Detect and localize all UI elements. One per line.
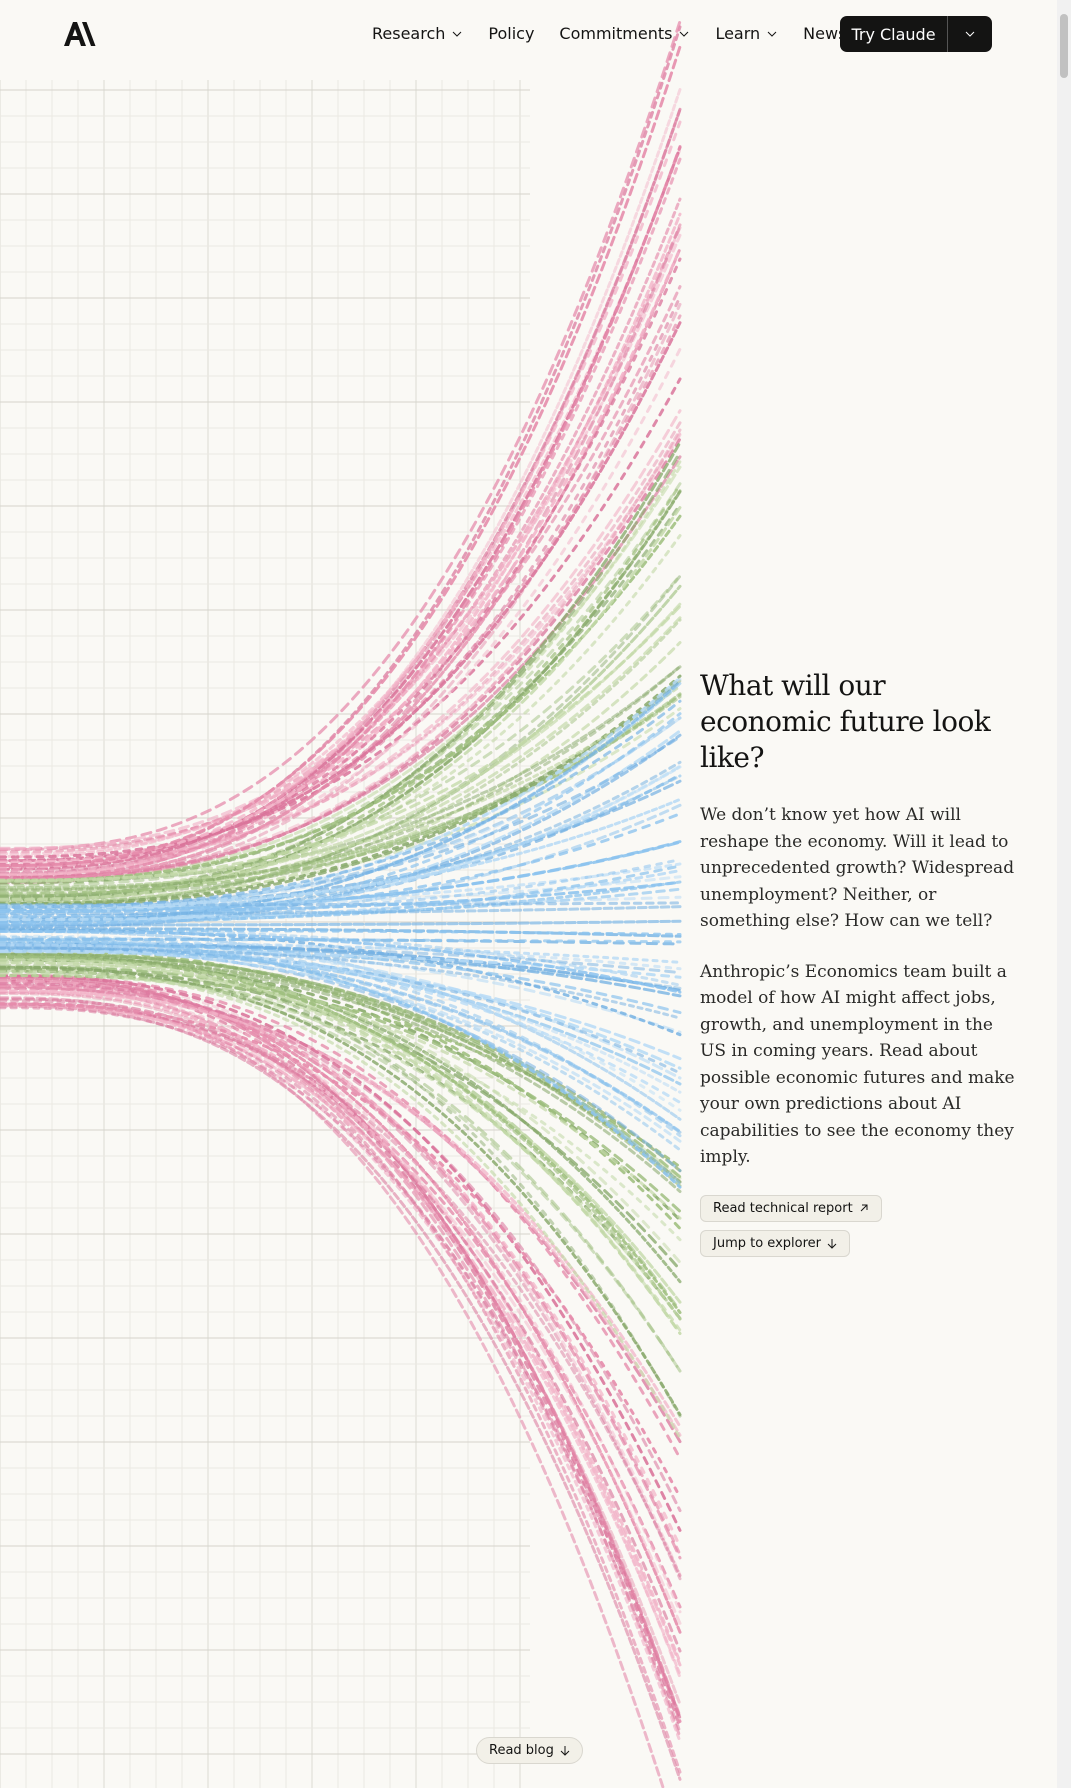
trajectory bbox=[0, 433, 682, 879]
trajectory bbox=[0, 1003, 682, 1625]
trajectory bbox=[0, 534, 682, 900]
report-link[interactable]: Read technical report bbox=[700, 1194, 882, 1222]
trajectory bbox=[0, 145, 682, 871]
trajectory bbox=[0, 939, 682, 1080]
trajectory bbox=[0, 940, 682, 971]
trajectory bbox=[0, 983, 682, 1549]
scrollbar bbox=[1057, 0, 1071, 1788]
trajectory bbox=[0, 147, 682, 858]
hero-title: What will our economic future look like? bbox=[700, 669, 991, 774]
trajectory bbox=[0, 952, 682, 1179]
cta-dropdown[interactable] bbox=[948, 16, 992, 52]
trajectory bbox=[0, 760, 682, 920]
top-nav-bar: Research Policy Commitments Learn News T… bbox=[0, 0, 1057, 70]
trajectory bbox=[0, 797, 682, 909]
trajectory bbox=[0, 952, 682, 1418]
trajectory bbox=[0, 699, 682, 909]
trajectory bbox=[0, 958, 682, 1193]
trajectory bbox=[0, 991, 682, 1664]
trajectory bbox=[0, 950, 682, 1313]
hero-text: What will our economic future look like?… bbox=[700, 668, 1020, 1265]
trajectory bbox=[0, 969, 682, 1440]
trajectory bbox=[0, 939, 682, 1186]
trajectory bbox=[0, 604, 682, 883]
trajectory bbox=[0, 949, 682, 979]
trajectory bbox=[0, 943, 682, 1094]
trajectory bbox=[0, 295, 682, 873]
trajectory bbox=[0, 975, 682, 1577]
nav-item[interactable]: Research bbox=[372, 22, 463, 46]
trajectory bbox=[0, 905, 682, 916]
trajectory bbox=[0, 976, 682, 1718]
trajectory bbox=[0, 584, 682, 905]
trajectory bbox=[0, 938, 682, 944]
trajectory bbox=[0, 982, 682, 1513]
trajectory bbox=[0, 19, 682, 851]
trajectory bbox=[0, 983, 682, 1560]
trajectory bbox=[0, 955, 682, 1314]
trajectory bbox=[0, 988, 682, 1614]
anthropic-logo[interactable] bbox=[64, 22, 96, 46]
try-claude-button: Try Claude bbox=[840, 16, 992, 52]
trajectory bbox=[0, 88, 682, 877]
trajectory bbox=[0, 693, 682, 895]
trajectory bbox=[0, 665, 682, 892]
trajectory bbox=[0, 960, 682, 1304]
hero-paragraph: Anthropic’s Economics team built a model… bbox=[700, 961, 1015, 1168]
trajectory bbox=[0, 674, 682, 906]
trajectory bbox=[0, 999, 682, 1734]
trajectory bbox=[0, 679, 682, 923]
trajectory bbox=[0, 285, 682, 852]
try-claude[interactable]: Try Claude bbox=[840, 16, 948, 52]
trajectory bbox=[0, 927, 682, 938]
trajectory bbox=[0, 929, 682, 994]
trajectory bbox=[0, 971, 682, 1321]
scroll-thumb[interactable] bbox=[1060, 14, 1068, 78]
trajectory bbox=[0, 247, 682, 864]
trajectory bbox=[0, 957, 682, 1264]
trajectory bbox=[0, 990, 682, 1437]
trajectory bbox=[0, 974, 682, 1460]
trajectory bbox=[0, 377, 682, 859]
nav-item[interactable]: Learn bbox=[715, 22, 778, 46]
nav-item[interactable]: News bbox=[803, 24, 847, 43]
hero-paragraph: We don’t know yet how AI will reshape th… bbox=[700, 805, 1015, 931]
trajectory bbox=[0, 997, 682, 1653]
nav-item[interactable]: Policy bbox=[488, 24, 535, 43]
blog-link[interactable]: Read blog bbox=[476, 1737, 583, 1764]
trajectory bbox=[0, 108, 682, 881]
trajectory bbox=[0, 729, 682, 928]
trajectory bbox=[0, 707, 682, 901]
trajectory bbox=[0, 1002, 682, 1499]
trajectory bbox=[0, 992, 682, 1706]
trajectory bbox=[0, 965, 682, 1213]
trajectory bbox=[0, 973, 682, 1723]
trajectory bbox=[0, 45, 682, 867]
trajectory bbox=[0, 981, 682, 1557]
trajectory bbox=[0, 952, 682, 1184]
trajectory bbox=[0, 145, 682, 880]
trajectory bbox=[0, 314, 682, 861]
trajectory bbox=[0, 880, 682, 913]
trajectory bbox=[0, 321, 682, 863]
trajectory bbox=[0, 965, 682, 1417]
trajectory bbox=[0, 1002, 682, 1676]
nav-menu: Research Policy Commitments Learn News bbox=[372, 22, 846, 46]
trajectory bbox=[0, 974, 682, 1532]
trajectory bbox=[0, 864, 682, 924]
nav-item[interactable]: Commitments bbox=[559, 22, 690, 46]
explorer-link[interactable]: Jump to explorer bbox=[700, 1229, 850, 1257]
trajectory bbox=[0, 1004, 682, 1781]
trajectory bbox=[0, 869, 682, 922]
trajectory bbox=[0, 935, 682, 1138]
trajectory bbox=[0, 946, 682, 1020]
